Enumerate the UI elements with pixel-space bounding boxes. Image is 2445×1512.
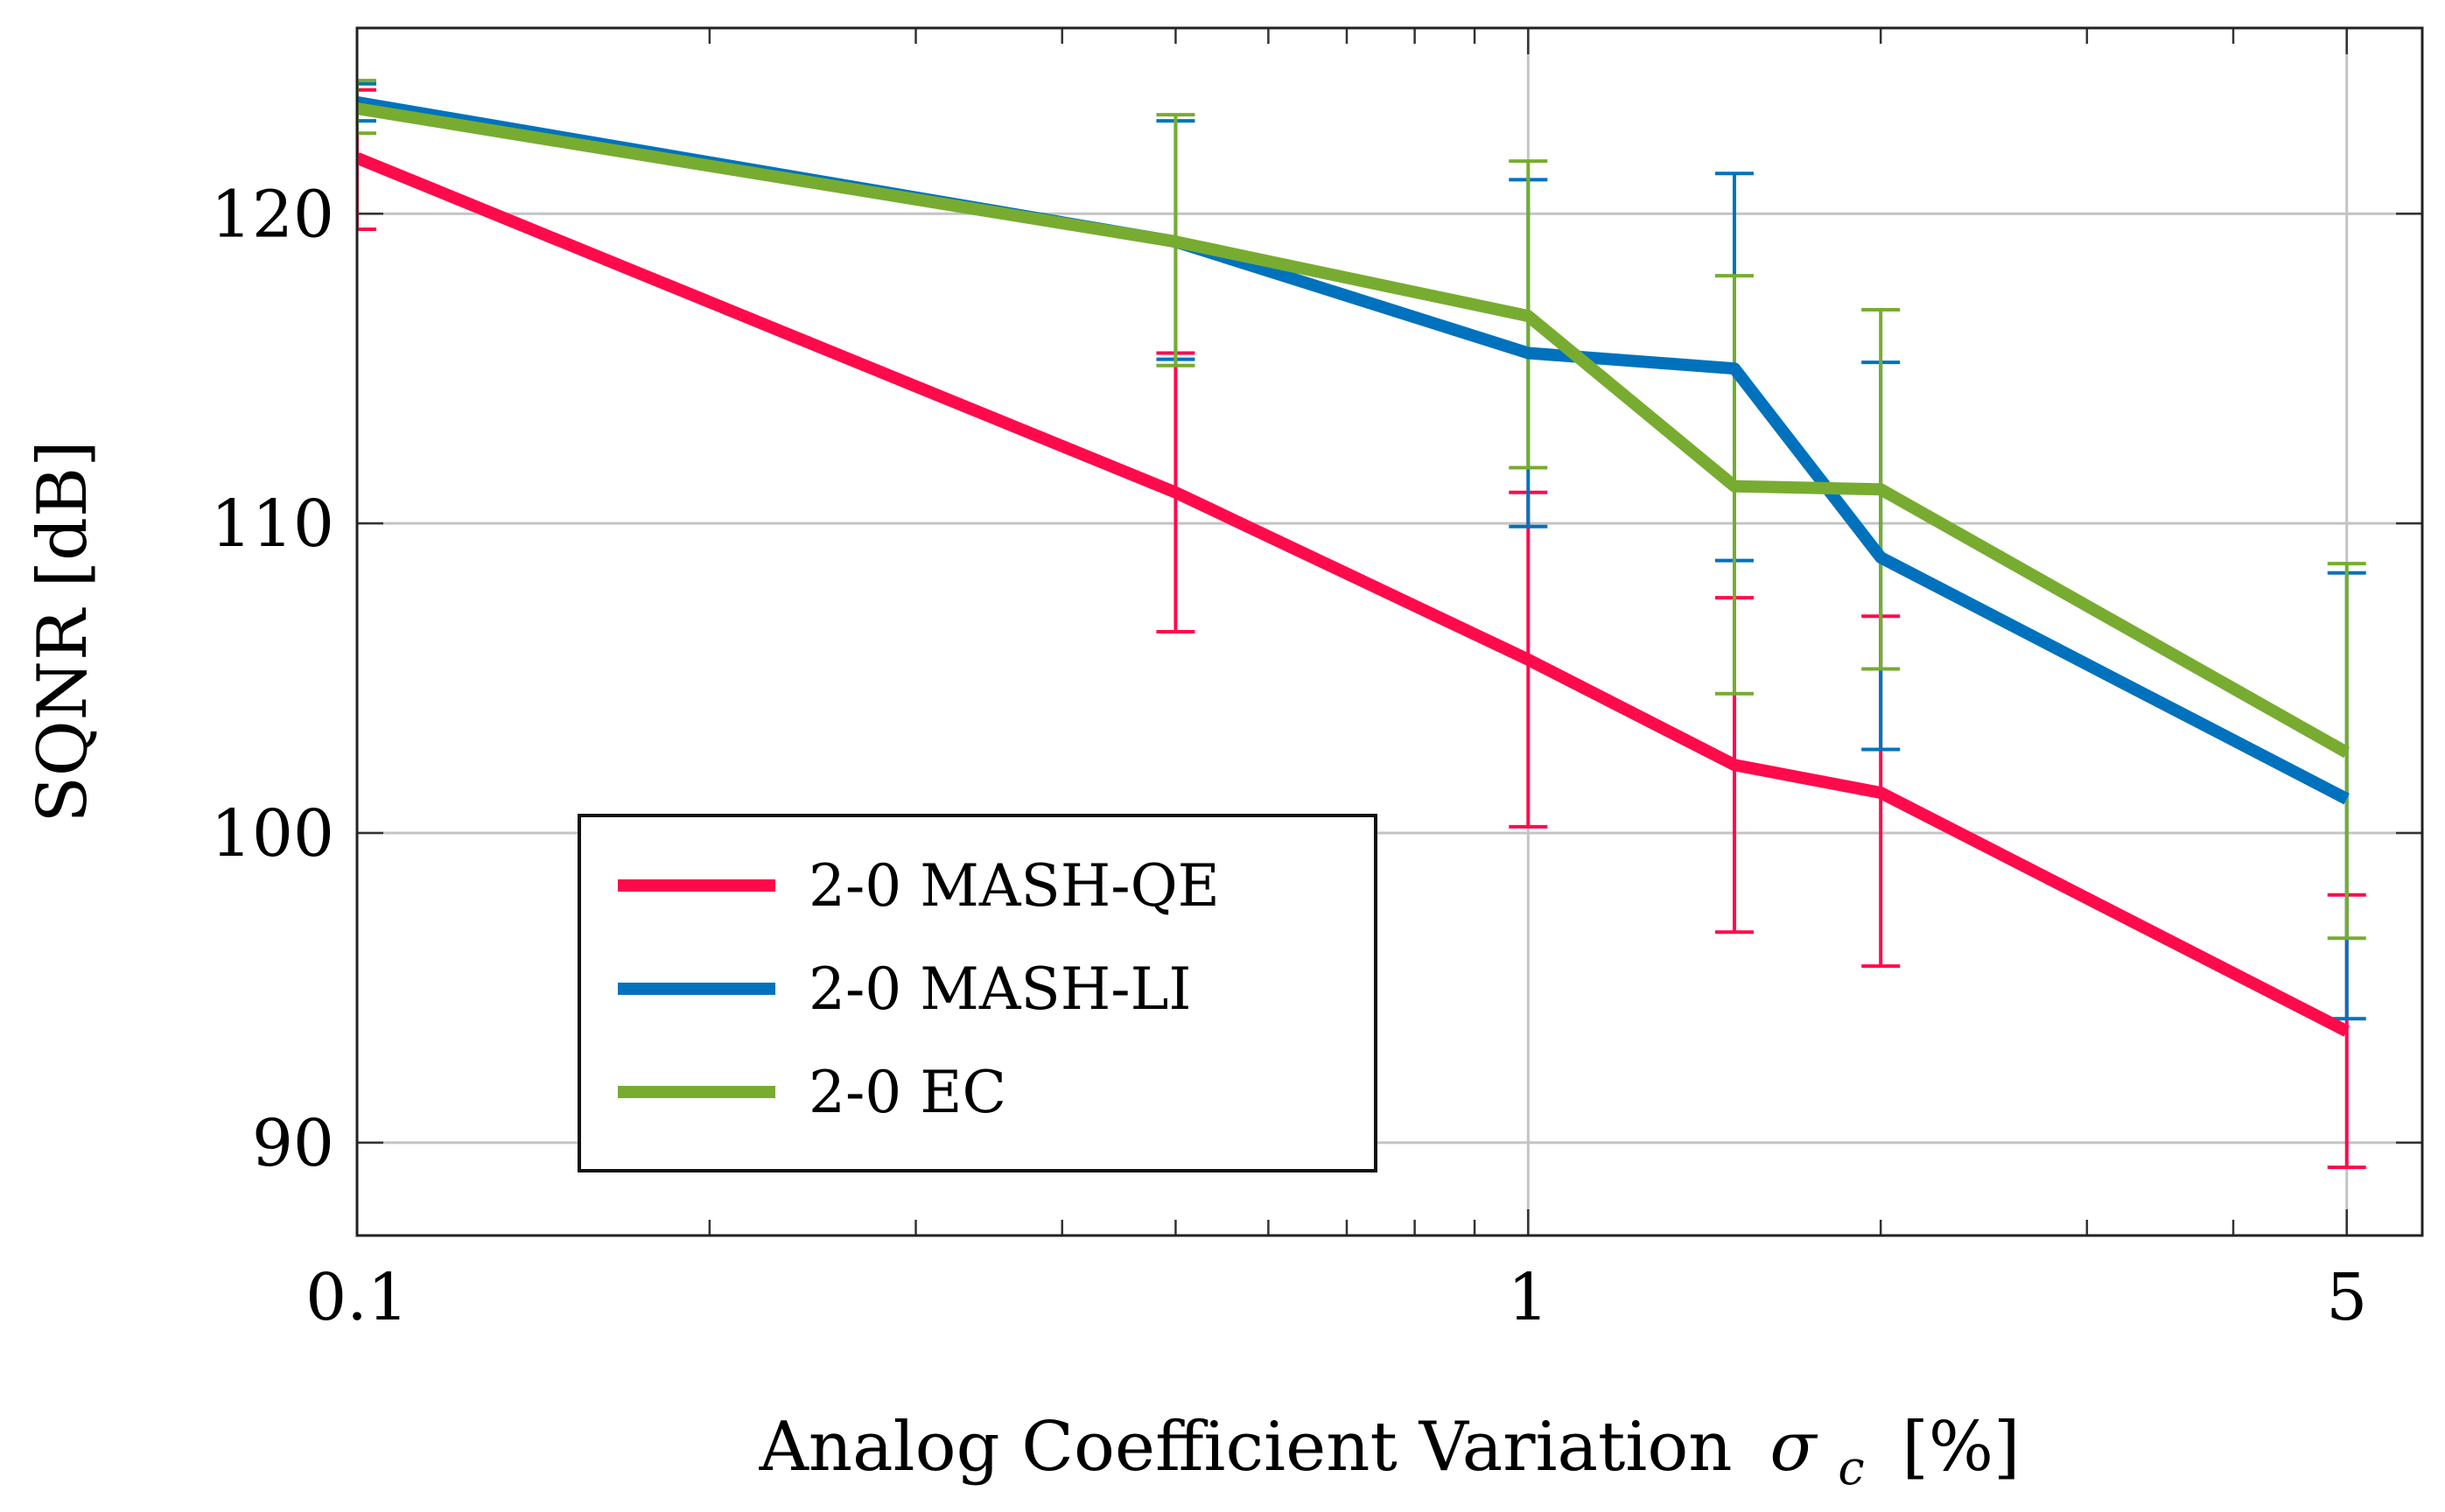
x-tick-label: 5 — [2326, 1260, 2367, 1335]
y-tick-labels: 90 100 110 120 — [211, 177, 334, 1181]
x-axis-subscript: c — [1838, 1440, 1864, 1495]
series-line-0 — [357, 152, 2350, 1037]
minor-ticks — [355, 28, 2422, 1236]
plot-area — [357, 79, 2366, 1170]
x-axis-unit: [%] — [1902, 1408, 2020, 1487]
x-tick-label: 1 — [1508, 1260, 1549, 1335]
legend: 2-0 MASH-QE 2-0 MASH-LI 2-0 EC — [578, 814, 1377, 1172]
x-tick-labels: 0.1 1 5 — [305, 1260, 2367, 1335]
x-axis-symbol: σ — [1769, 1408, 1818, 1487]
series-line-2 — [357, 102, 2350, 759]
y-tick-label: 100 — [211, 796, 334, 872]
plot-frame — [355, 26, 2424, 1237]
legend-label-2: 2-0 EC — [809, 1059, 1006, 1126]
x-axis-title: Analog Coefficient Variation σ c [%] — [759, 1408, 2021, 1501]
y-tick-label: 90 — [252, 1106, 334, 1181]
legend-label-0: 2-0 MASH-QE — [809, 852, 1220, 920]
x-tick-label: 0.1 — [305, 1260, 409, 1335]
y-tick-label: 120 — [211, 177, 334, 252]
legend-label-1: 2-0 MASH-LI — [809, 956, 1191, 1023]
y-tick-label: 110 — [211, 486, 334, 562]
x-axis-label: Analog Coefficient Variation — [759, 1408, 1733, 1487]
y-axis-title: SQNR [dB] — [24, 440, 102, 822]
